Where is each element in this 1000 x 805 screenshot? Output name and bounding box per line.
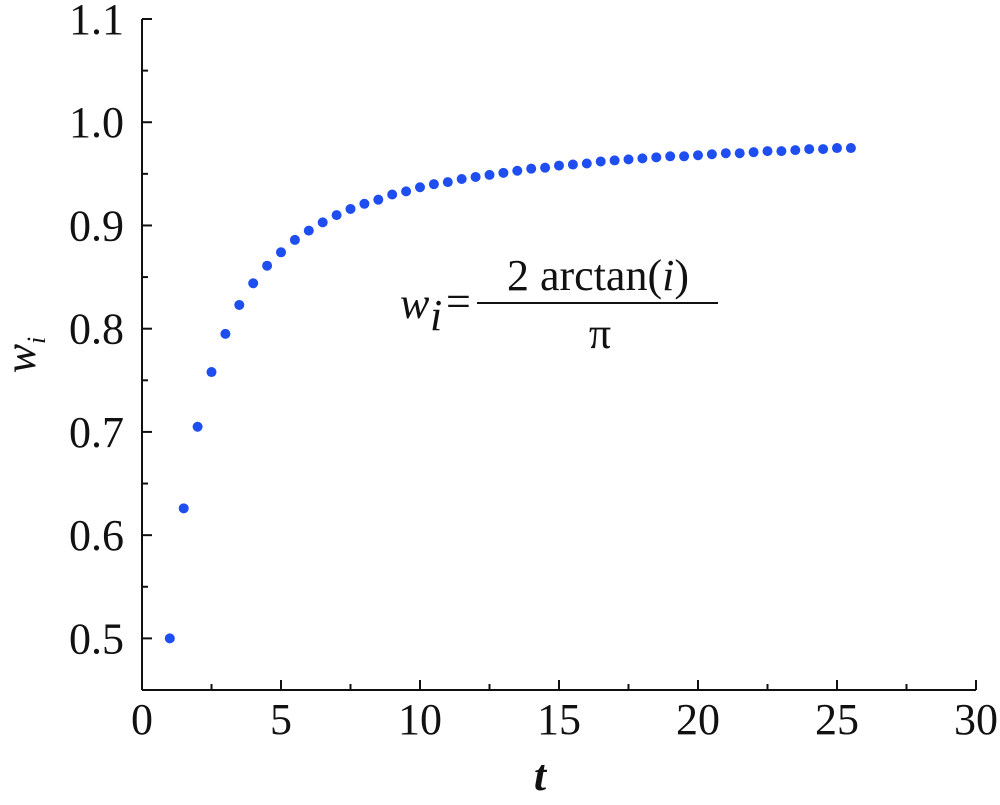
data-point: [345, 203, 356, 214]
data-point: [595, 156, 606, 167]
y-axis-label-main: w: [0, 343, 45, 373]
data-point: [373, 194, 384, 205]
y-tick-label: 0.9: [69, 201, 124, 250]
numerator-pre: 2 arctan(: [507, 251, 662, 300]
data-point: [790, 145, 801, 156]
data-point: [206, 367, 217, 378]
data-point: [276, 247, 286, 258]
data-point: [178, 503, 189, 514]
x-tick-label: 5: [270, 695, 292, 744]
data-point: [512, 165, 523, 176]
y-tick-label: 0.5: [69, 614, 124, 663]
data-point: [706, 149, 717, 160]
y-tick-label: 0.8: [69, 305, 124, 354]
data-point: [484, 169, 495, 180]
data-point: [220, 328, 231, 339]
data-point: [845, 143, 856, 154]
data-point: [387, 189, 398, 200]
data-point: [637, 153, 648, 164]
data-point: [567, 159, 578, 170]
y-tick-label: 0.7: [69, 408, 124, 457]
data-point: [540, 162, 551, 173]
formula-lhs-sub: i: [430, 291, 442, 340]
y-axis-label: wi: [0, 337, 51, 374]
x-tick-label: 0: [131, 695, 153, 744]
x-tick-label: 15: [537, 695, 581, 744]
data-point: [415, 182, 425, 193]
data-point: [234, 299, 245, 310]
data-point: [164, 633, 175, 644]
x-tick-label: 30: [954, 695, 998, 744]
y-tick-label: 1.0: [69, 98, 124, 147]
x-tick-label: 25: [815, 695, 859, 744]
data-point: [428, 179, 439, 190]
data-point: [262, 260, 273, 271]
data-point: [470, 171, 481, 182]
formula-denominator: π: [589, 309, 611, 358]
data-point: [498, 167, 509, 178]
formula-numerator: 2 arctan(i): [507, 251, 689, 300]
numerator-var: i: [662, 251, 674, 300]
data-point: [526, 163, 537, 174]
x-tick-label: 20: [676, 695, 720, 744]
data-point: [303, 225, 314, 236]
y-tick-label: 1.1: [69, 0, 124, 44]
data-point: [623, 154, 634, 165]
data-point: [720, 148, 731, 159]
formula: w i = 2 arctan(i) π: [400, 251, 718, 358]
data-point: [289, 234, 300, 245]
data-point: [748, 147, 759, 158]
data-point: [679, 151, 690, 162]
data-point: [554, 160, 564, 171]
data-point: [442, 177, 453, 188]
data-point: [804, 144, 815, 155]
x-tick-label: 10: [398, 695, 442, 744]
data-point: [317, 217, 328, 228]
data-point: [609, 155, 620, 166]
data-point: [456, 174, 467, 185]
data-point: [734, 148, 745, 159]
data-point: [192, 421, 203, 432]
formula-equals: =: [446, 277, 471, 326]
formula-lhs: w: [400, 279, 430, 328]
y-tick-label: 0.6: [69, 511, 124, 560]
data-point: [832, 143, 842, 154]
data-point: [762, 146, 773, 157]
data-point: [693, 150, 703, 161]
data-point: [818, 144, 829, 155]
data-point: [248, 278, 259, 289]
y-axis-label-sub: i: [22, 337, 51, 344]
data-point: [776, 146, 787, 157]
numerator-post: ): [674, 251, 689, 300]
data-point: [665, 151, 676, 162]
data-point: [359, 198, 370, 209]
x-axis-label: t: [534, 751, 548, 800]
data-point: [401, 186, 412, 197]
data-point: [581, 158, 592, 169]
data-point: [651, 152, 662, 163]
data-point: [331, 210, 342, 221]
